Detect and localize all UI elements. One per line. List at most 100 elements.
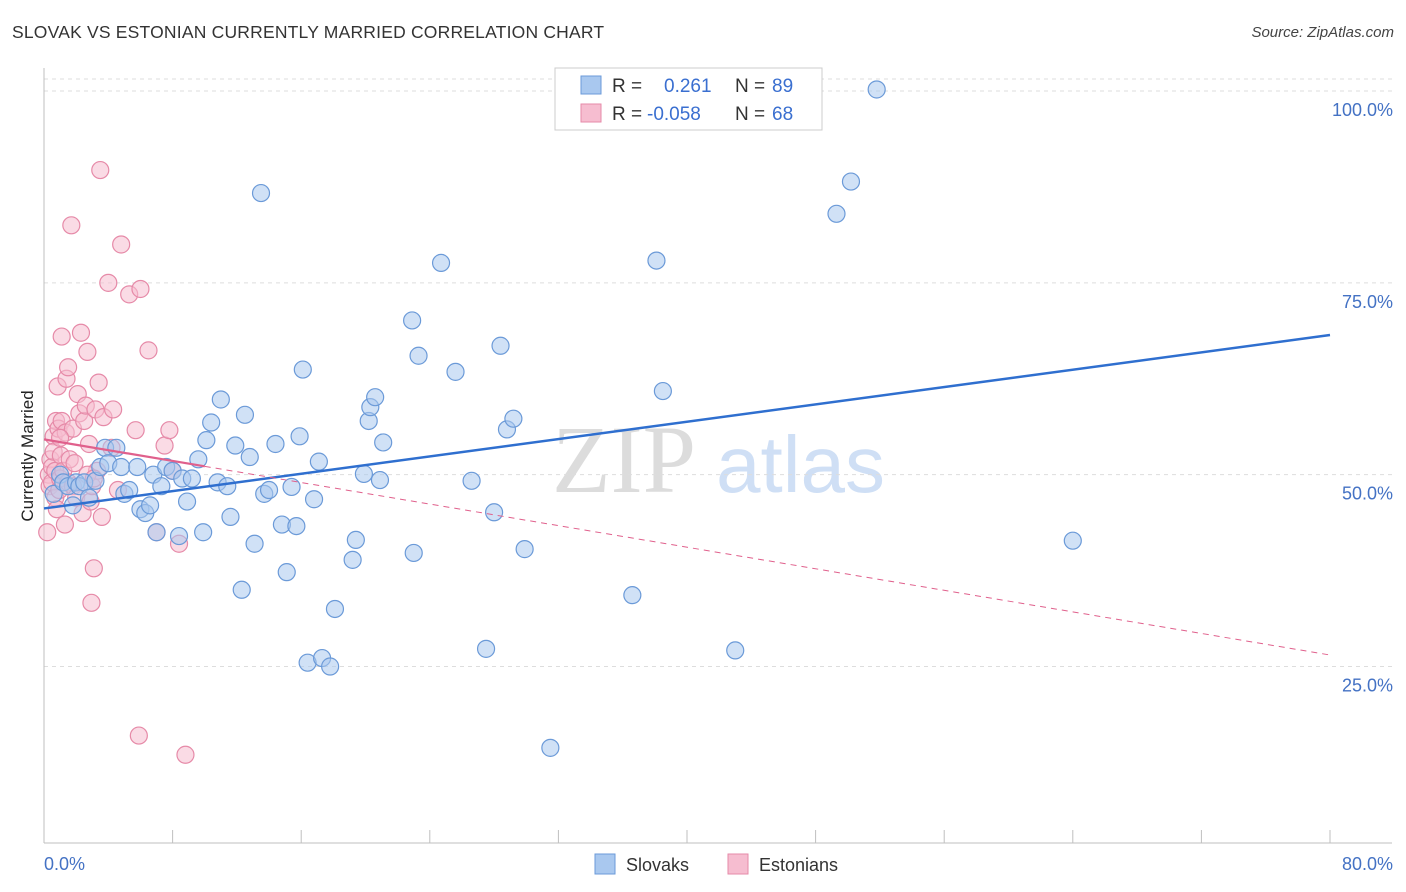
point-slovaks-48 (277, 563, 296, 582)
point-slovaks-72 (462, 471, 481, 490)
point-estonians-20 (55, 515, 74, 534)
watermark-zip: ZIP (552, 406, 696, 513)
point-slovaks-31 (194, 523, 213, 542)
point-estonians-11 (47, 500, 66, 519)
y-tick-label-0: 25.0% (1342, 676, 1393, 696)
legend-bottom-swatch-slovaks (594, 853, 616, 875)
legend-swatch-estonians (580, 103, 602, 123)
trend-line-slovaks (43, 333, 1331, 510)
trend-line-estonians-solid (43, 438, 205, 468)
point-estonians-18 (52, 327, 71, 346)
legend-swatch-slovaks (580, 75, 602, 95)
point-slovaks-28 (177, 492, 197, 511)
point-slovaks-86 (867, 80, 886, 99)
point-estonians-49 (99, 273, 118, 292)
point-estonians-38 (79, 434, 99, 454)
point-slovaks-46 (266, 434, 285, 454)
point-slovaks-57 (321, 657, 340, 676)
legend-r-value-estonians: -0.058 (647, 104, 701, 125)
watermark-atlas: atlas (716, 420, 885, 509)
point-estonians-26 (62, 216, 81, 235)
point-slovaks-33 (202, 413, 221, 432)
point-slovaks-51 (290, 427, 309, 446)
point-estonians-54 (131, 279, 150, 299)
point-estonians-47 (92, 507, 111, 526)
point-slovaks-16 (120, 480, 139, 500)
point-estonians-33 (71, 323, 91, 342)
legend-r-label-slovaks: R = (612, 76, 642, 97)
point-slovaks-55 (309, 452, 328, 471)
x-tick-label-0: 0.0% (44, 854, 85, 874)
legend-r-value-slovaks: 0.261 (664, 76, 712, 97)
point-slovaks-22 (147, 523, 166, 542)
point-estonians-23 (59, 358, 78, 377)
legend-bottom-label-estonians: Estonians (759, 855, 838, 875)
legend-n-value-estonians: 68 (772, 104, 793, 125)
point-estonians-55 (139, 341, 158, 360)
point-estonians-67 (160, 421, 179, 440)
legend-bottom-label-slovaks: Slovaks (626, 855, 689, 875)
point-slovaks-81 (647, 251, 666, 270)
point-slovaks-14 (112, 457, 131, 477)
y-tick-label-1: 50.0% (1342, 484, 1393, 504)
point-slovaks-82 (653, 381, 672, 401)
legend-bottom-swatch-estonians (727, 853, 749, 875)
point-slovaks-68 (404, 543, 423, 563)
point-slovaks-67 (403, 311, 422, 330)
point-slovaks-54 (304, 490, 324, 509)
y-axis-label: Currently Married (18, 390, 37, 521)
point-estonians-53 (126, 421, 145, 440)
point-slovaks-20 (140, 496, 160, 515)
x-axis-ticks (43, 830, 1331, 843)
trend-lines (43, 333, 1331, 656)
point-slovaks-40 (235, 405, 255, 424)
point-slovaks-37 (221, 507, 240, 526)
trend-line-estonians-dashed (204, 465, 1331, 656)
point-estonians-61 (129, 726, 148, 745)
point-slovaks-64 (366, 388, 385, 407)
point-slovaks-60 (346, 530, 365, 550)
point-slovaks-39 (232, 580, 251, 599)
point-estonians-37 (78, 342, 97, 362)
point-estonians-29 (65, 454, 84, 473)
point-estonians-42 (84, 559, 103, 578)
legend-r-label-estonians: R = (612, 104, 642, 125)
point-slovaks-32 (197, 431, 216, 450)
point-slovaks-78 (515, 540, 534, 559)
point-estonians-40 (82, 593, 101, 612)
grid-lines (44, 78, 1392, 668)
x-tick-labels: 0.0% 80.0% (44, 854, 1393, 874)
point-slovaks-75 (491, 336, 510, 355)
point-slovaks-29 (182, 469, 201, 488)
point-slovaks-13 (107, 438, 126, 457)
point-estonians-50 (104, 400, 123, 419)
point-estonians-60 (176, 745, 195, 764)
point-slovaks-84 (827, 204, 846, 223)
legend-n-value-slovaks: 89 (772, 76, 793, 97)
point-slovaks-69 (409, 346, 428, 365)
point-slovaks-41 (240, 447, 259, 467)
point-slovaks-65 (370, 470, 390, 490)
point-slovaks-35 (211, 390, 230, 409)
point-estonians-45 (89, 373, 108, 392)
point-slovaks-42 (245, 534, 264, 553)
point-slovaks-80 (623, 586, 642, 605)
point-slovaks-43 (251, 183, 271, 203)
point-estonians-51 (112, 235, 131, 254)
point-slovaks-79 (541, 738, 560, 757)
point-slovaks-38 (226, 436, 245, 455)
point-slovaks-61 (354, 464, 373, 484)
point-slovaks-59 (343, 550, 362, 569)
legend-n-label-estonians: N = (735, 104, 765, 125)
point-slovaks-74 (485, 503, 504, 522)
y-tick-label-3: 100.0% (1332, 100, 1393, 120)
point-slovaks-77 (504, 409, 523, 428)
point-slovaks-71 (446, 362, 465, 381)
point-slovaks-66 (374, 433, 393, 452)
x-tick-label-1: 80.0% (1342, 854, 1393, 874)
point-slovaks-23 (152, 477, 171, 496)
point-slovaks-17 (128, 457, 147, 477)
point-slovaks-70 (431, 253, 451, 273)
watermark: ZIP atlas (552, 406, 885, 513)
